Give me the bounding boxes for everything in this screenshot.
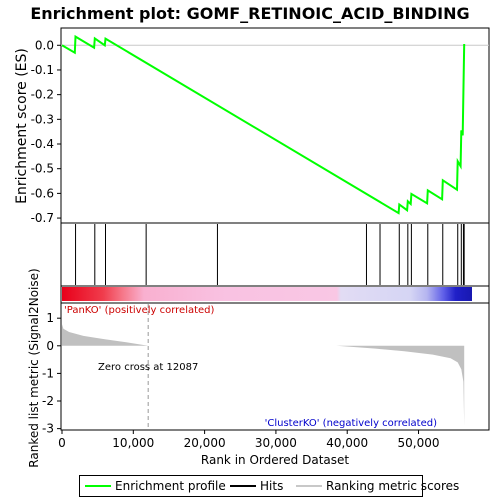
zero-cross-label: Zero cross at 12087 <box>98 362 198 373</box>
negative-correlation-label: 'ClusterKO' (negatively correlated) <box>265 418 437 429</box>
metric-panel <box>60 302 490 431</box>
legend-item-hits: Hits <box>230 479 283 493</box>
x-tick-label: 30,000 <box>255 436 297 450</box>
enrichment-profile-line <box>61 34 466 215</box>
metric-y-tick-label: -3 <box>42 422 54 436</box>
legend-label: Enrichment profile <box>115 479 226 493</box>
es-y-axis: 0.0 -0.1 -0.2 -0.3 -0.4 -0.5 -0.6 -0.7 <box>31 38 61 225</box>
x-tick-label: 10,000 <box>112 436 154 450</box>
es-y-tick-label: -0.3 <box>31 112 54 126</box>
x-axis: 0 10,000 20,000 30,000 40,000 50,000 <box>58 430 440 450</box>
legend-item-enrichment-profile: Enrichment profile <box>85 479 226 493</box>
positive-correlation-label: 'PanKO' (positively correlated) <box>64 305 215 316</box>
es-panel <box>60 27 490 224</box>
es-y-tick-label: -0.2 <box>31 88 54 102</box>
legend-label: Ranking metric scores <box>326 479 460 493</box>
metric-y-tick-label: 0 <box>46 339 54 353</box>
metric-y-tick-label: -1 <box>42 366 54 380</box>
metric-y-tick-label: 1 <box>46 311 54 325</box>
hits-panel <box>60 222 490 287</box>
metric-y-axis-label: Ranked list metric (Signal2Noise) <box>27 268 41 467</box>
legend: Enrichment profile Hits Ranking metric s… <box>79 475 459 497</box>
es-y-tick-label: -0.7 <box>31 211 54 225</box>
es-y-tick-label: -0.1 <box>31 63 54 77</box>
x-tick-label: 0 <box>58 436 66 450</box>
legend-line-black-icon <box>230 485 256 487</box>
es-y-tick-label: -0.5 <box>31 162 54 176</box>
rank-color-band <box>62 287 472 301</box>
metric-y-tick-label: -2 <box>42 394 54 408</box>
es-y-tick-label: 0.0 <box>35 38 54 52</box>
x-tick-label: 40,000 <box>326 436 368 450</box>
hits-layer <box>75 224 465 285</box>
es-y-tick-label: -0.6 <box>31 186 54 200</box>
x-tick-label: 20,000 <box>184 436 226 450</box>
x-tick-label: 50,000 <box>398 436 440 450</box>
legend-line-green-icon <box>85 485 111 487</box>
chart-title: Enrichment plot: GOMF_RETINOIC_ACID_BIND… <box>30 4 469 23</box>
x-axis-label: Rank in Ordered Dataset <box>201 453 349 467</box>
legend-label: Hits <box>260 479 284 493</box>
es-y-axis-label: Enrichment score (ES) <box>14 48 30 204</box>
es-y-tick-label: -0.4 <box>31 137 54 151</box>
legend-line-gray-icon <box>296 485 322 487</box>
legend-item-ranking-metric-scores: Ranking metric scores <box>296 479 459 493</box>
metric-y-axis: 1 0 -1 -2 -3 <box>42 311 61 436</box>
